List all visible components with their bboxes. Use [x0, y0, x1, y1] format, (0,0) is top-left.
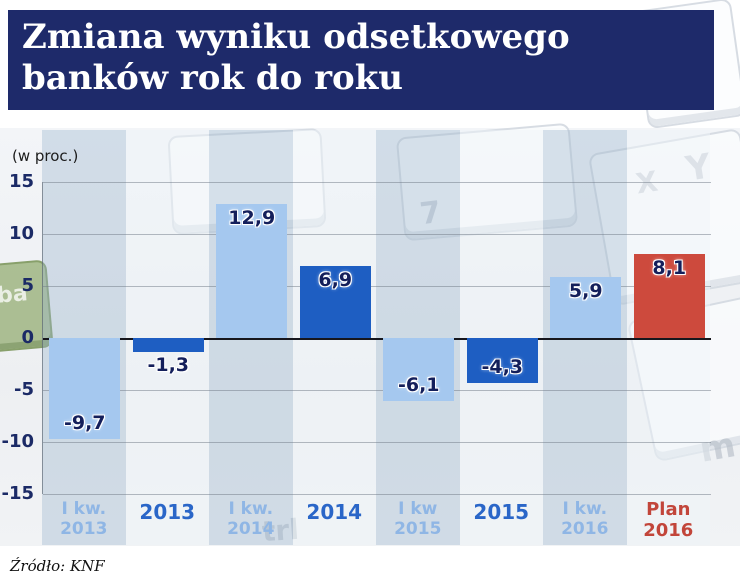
- y-axis: 15 10 5 0 -5 -10 -15: [0, 171, 37, 504]
- bar: [299, 266, 371, 338]
- gridline: [43, 182, 711, 183]
- bar-value-label: 6,9: [318, 269, 353, 292]
- gridline: [43, 234, 711, 235]
- x-axis: I kw. 2013 2013 I kw. 2014 2014 I kw 2015 2015 I …: [42, 499, 711, 554]
- x-axis-label-line: I kw: [398, 499, 438, 519]
- bar: [383, 338, 455, 402]
- plot-area: -9,7 -1,3 12,9 6,9 -6,1 -4,3 5,9 8,1: [42, 182, 711, 495]
- bar: [633, 253, 705, 338]
- x-axis-label-line: 2015: [473, 500, 530, 524]
- y-axis-tick-label: 0: [21, 327, 34, 348]
- zero-gridline: [43, 338, 711, 340]
- x-axis-label: 2014: [293, 500, 377, 554]
- x-axis-label-line: 2013: [60, 518, 108, 539]
- x-axis-label: 2013: [126, 500, 210, 554]
- bar-value-label: 5,9: [568, 279, 603, 302]
- y-axis-tick-label: -15: [1, 483, 34, 504]
- bar-value-label: -6,1: [397, 374, 440, 397]
- source-label: Źródło: KNF: [10, 557, 105, 575]
- chart-title-line1: Zmiana wyniku odsetkowego: [22, 17, 570, 57]
- x-axis-label-line: 2013: [139, 500, 196, 524]
- x-axis-label: I kw. 2013: [42, 499, 126, 554]
- chart-title-line2: banków rok do roku: [22, 57, 404, 98]
- x-axis-label-line: I kw.: [562, 499, 608, 519]
- x-axis-label: I kw. 2014: [209, 499, 293, 554]
- x-axis-label: I kw 2015: [376, 499, 460, 554]
- x-axis-label-line: 2014: [227, 518, 275, 539]
- gridline: [43, 494, 711, 495]
- column-stripe: [125, 130, 209, 545]
- y-axis-tick-label: -5: [14, 379, 34, 400]
- x-axis-label-line: 2016: [561, 518, 609, 539]
- bar: [550, 276, 622, 338]
- x-axis-label-line: Plan: [646, 499, 691, 520]
- bar-value-label: -9,7: [63, 411, 106, 434]
- bar: [49, 338, 121, 439]
- y-axis-tick-label: 15: [8, 171, 34, 192]
- column-stripe: [459, 130, 543, 545]
- x-axis-label-line: I kw.: [61, 499, 107, 519]
- gridline: [43, 390, 711, 391]
- column-stripe: [42, 130, 126, 545]
- gridline: [43, 442, 711, 443]
- x-axis-label: Plan 2016: [627, 499, 711, 554]
- x-axis-label-line: I kw.: [228, 499, 274, 519]
- bar: [466, 338, 538, 383]
- gridline: [43, 286, 711, 287]
- unit-label: (w proc.): [12, 147, 79, 165]
- bar: [216, 203, 288, 338]
- y-axis-tick-label: 5: [21, 275, 34, 296]
- x-axis-label-line: 2014: [306, 500, 363, 524]
- column-stripe: [376, 130, 460, 545]
- x-axis-label: I kw. 2016: [543, 499, 627, 554]
- chart-title: Zmiana wyniku odsetkowego banków rok do …: [8, 10, 714, 110]
- bar-value-label: -1,3: [147, 353, 190, 376]
- x-axis-label: 2015: [460, 500, 544, 554]
- x-axis-label-line: 2015: [394, 518, 442, 539]
- y-axis-tick-label: 10: [8, 223, 34, 244]
- x-axis-label-line: 2016: [643, 519, 694, 541]
- bar-value-label: 8,1: [652, 256, 687, 279]
- bar: [132, 338, 204, 352]
- bar-value-label: -4,3: [481, 355, 524, 378]
- y-axis-tick-label: -10: [1, 431, 34, 452]
- bar-value-label: 12,9: [228, 206, 276, 229]
